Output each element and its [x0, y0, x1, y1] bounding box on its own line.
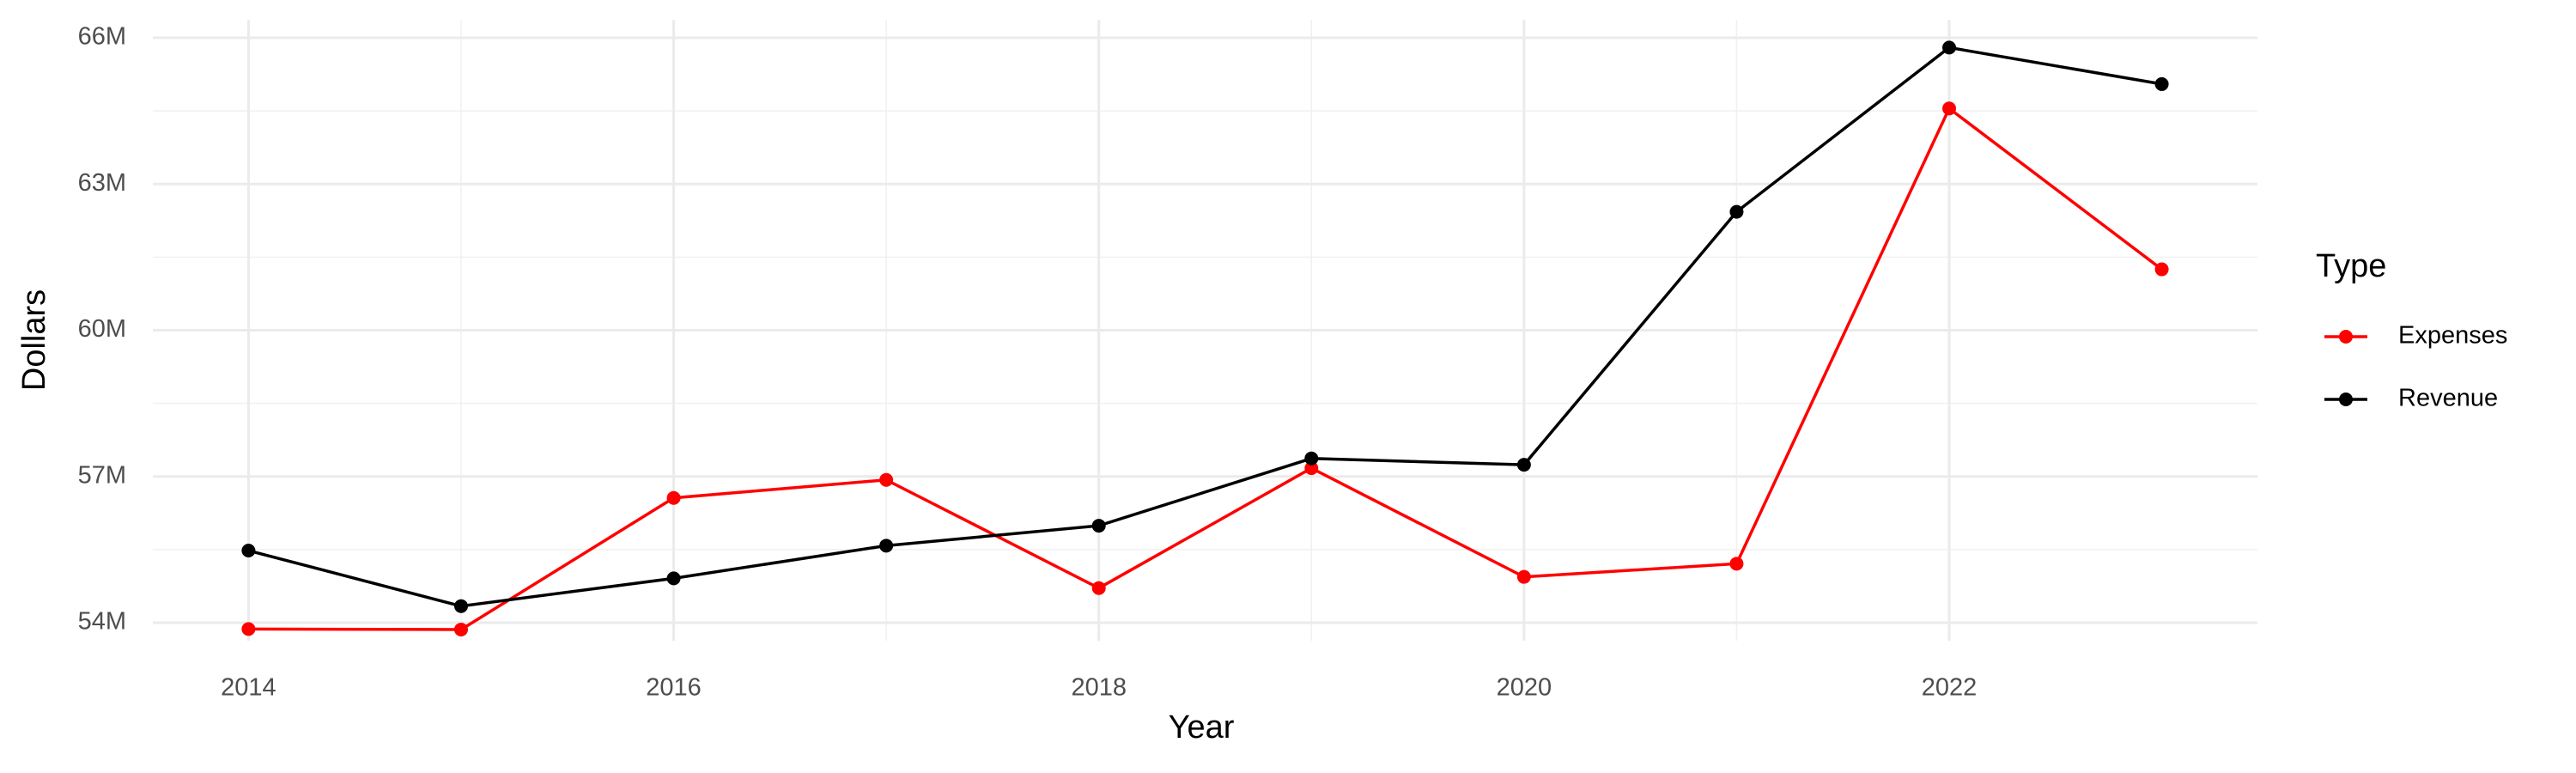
point — [1516, 569, 1531, 584]
point — [453, 599, 468, 613]
point — [2154, 262, 2169, 277]
point — [879, 472, 894, 487]
legend-label: Expenses — [2398, 322, 2507, 350]
point — [666, 490, 681, 505]
point — [1729, 557, 1744, 571]
x-tick-label: 2014 — [221, 674, 276, 702]
point — [1304, 451, 1319, 466]
legend-key-point — [2339, 330, 2353, 344]
point — [1091, 519, 1106, 533]
legend-title: Type — [2316, 248, 2386, 284]
x-tick-label: 2022 — [1922, 674, 1978, 702]
x-tick-label: 2020 — [1497, 674, 1552, 702]
y-tick-label: 66M — [78, 23, 126, 51]
point — [1729, 204, 1744, 219]
legend-key-point — [2339, 393, 2353, 406]
y-tick-label: 57M — [78, 461, 126, 489]
point — [1091, 581, 1106, 595]
y-tick-label: 63M — [78, 169, 126, 197]
x-tick-label: 2018 — [1071, 674, 1127, 702]
y-tick-label: 60M — [78, 315, 126, 343]
y-tick-label: 54M — [78, 608, 126, 636]
series-line — [247, 46, 2162, 608]
x-axis-title: Year — [1169, 709, 1235, 746]
point — [879, 539, 894, 553]
legend-label: Revenue — [2398, 385, 2498, 412]
point — [1304, 461, 1319, 476]
point — [1942, 101, 1957, 116]
point — [2154, 76, 2169, 91]
point — [666, 571, 681, 586]
series-line — [248, 106, 2163, 631]
point — [241, 544, 256, 558]
point — [1942, 40, 1957, 55]
point — [453, 622, 468, 636]
point — [241, 622, 256, 636]
y-axis-title: Dollars — [16, 289, 52, 391]
x-tick-label: 2016 — [646, 674, 702, 702]
point — [1516, 458, 1531, 472]
